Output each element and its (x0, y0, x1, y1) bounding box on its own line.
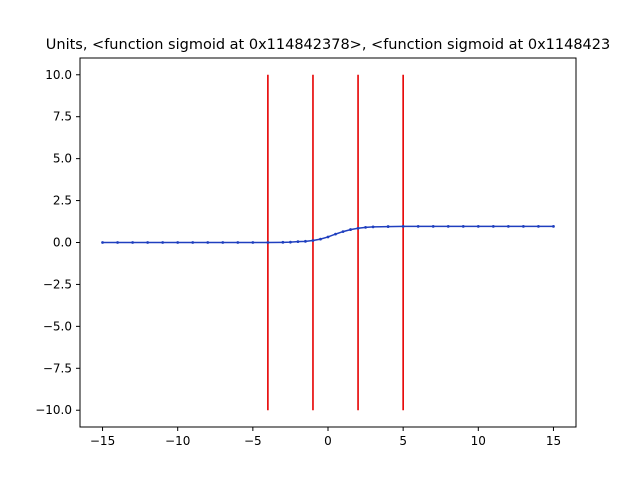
x-tick-label: −10 (165, 434, 190, 448)
chart-marks (101, 74, 555, 411)
data-point (446, 224, 450, 228)
data-point (116, 241, 119, 244)
data-point (319, 237, 322, 241)
y-tick-label: 10.0 (45, 68, 72, 82)
data-point (416, 224, 420, 228)
data-point (334, 232, 337, 236)
data-point (431, 224, 435, 228)
data-point (371, 225, 375, 229)
data-point (476, 224, 480, 228)
data-point (552, 224, 555, 228)
data-point (131, 241, 135, 244)
y-tick-label: 0.0 (53, 236, 72, 250)
data-point (311, 239, 315, 242)
y-tick-label: 2.5 (53, 194, 72, 208)
y-tick-label: −10.0 (35, 403, 72, 417)
data-point (521, 224, 525, 228)
data-point (401, 224, 405, 228)
y-tick-label: −5.0 (43, 319, 72, 333)
data-point (221, 241, 225, 244)
data-point (296, 240, 300, 244)
x-tick-label: 10 (471, 434, 486, 448)
x-tick-label: −15 (90, 434, 115, 448)
y-axis: −10.0 −7.5 −5.0 −2.5 0.0 2.5 5.0 7.5 10.0 (35, 68, 80, 417)
data-point (281, 240, 285, 244)
data-point (326, 235, 330, 239)
x-axis: −15 −10 −5 0 5 10 15 (90, 427, 561, 448)
data-point (386, 225, 390, 228)
data-point (236, 241, 240, 244)
data-point (356, 226, 360, 230)
x-tick-label: 15 (546, 434, 561, 448)
data-point (176, 241, 180, 244)
data-point (266, 241, 270, 244)
chart-title: Units, <function sigmoid at 0x114842378>… (46, 37, 610, 53)
y-tick-label: −2.5 (43, 277, 72, 291)
data-point (191, 241, 195, 244)
data-point (461, 224, 465, 228)
data-point (101, 241, 104, 244)
data-point (537, 224, 540, 228)
data-point (289, 240, 292, 244)
data-point (491, 224, 495, 228)
x-tick-label: −5 (244, 434, 262, 448)
data-point (364, 226, 367, 229)
data-point (161, 241, 165, 244)
y-tick-label: 7.5 (53, 110, 72, 124)
data-point (146, 241, 150, 244)
y-tick-label: 5.0 (53, 152, 72, 166)
data-point (304, 239, 307, 243)
data-point (206, 241, 210, 244)
data-point (251, 241, 255, 244)
x-tick-label: 5 (399, 434, 407, 448)
data-point (341, 230, 345, 233)
data-point (349, 228, 352, 231)
x-tick-label: 0 (324, 434, 332, 448)
data-point (506, 224, 510, 228)
y-tick-label: −7.5 (43, 361, 72, 375)
